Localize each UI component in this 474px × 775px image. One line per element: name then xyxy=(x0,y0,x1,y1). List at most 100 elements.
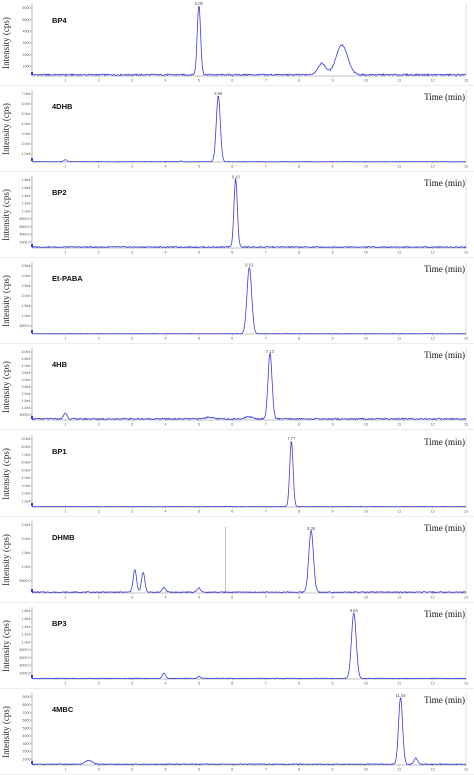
compound-label: BP2 xyxy=(52,188,67,197)
y-tick-label: 7.0e4 xyxy=(22,453,31,457)
y-tick-label: 8000 xyxy=(23,703,31,707)
y-tick-label: 3.5e4 xyxy=(22,371,31,375)
x-tick-label: 2 xyxy=(98,423,100,427)
x-tick-label: 12 xyxy=(431,768,435,772)
y-tick-label: 1.0e4 xyxy=(22,640,31,644)
x-tick-label: 4 xyxy=(165,251,167,255)
x-axis-label: Time (min) xyxy=(424,523,465,533)
y-tick-label: 5.0e4 xyxy=(22,468,31,472)
x-tick-label: 5 xyxy=(198,165,200,169)
x-tick-label: 8 xyxy=(298,423,300,427)
x-tick-label: 13 xyxy=(464,682,468,686)
x-tick-label: 10 xyxy=(364,423,368,427)
y-tick-label: 8.0e4 xyxy=(22,445,31,449)
peak-rt-label: 5.00 xyxy=(195,1,204,6)
y-tick-label: 5.0e4 xyxy=(22,350,31,354)
x-tick-label: 10 xyxy=(364,768,368,772)
peak-rt-label: 7.13 xyxy=(266,349,275,354)
x-tick-label: 13 xyxy=(464,423,468,427)
axis-marker xyxy=(31,675,33,678)
x-tick-label: 4 xyxy=(165,768,167,772)
chromatogram-trace xyxy=(31,529,467,594)
y-tick-label: 5000.0 xyxy=(20,324,31,328)
x-tick-label: 10 xyxy=(364,682,368,686)
y-tick-label: 1.2e4 xyxy=(22,633,31,637)
peak-rt-label: 7.77 xyxy=(287,436,296,441)
x-tick-label: 1 xyxy=(64,337,66,341)
x-tick-label: 11 xyxy=(397,682,401,686)
y-tick-label: 3000 xyxy=(23,41,31,45)
axis-marker xyxy=(31,503,33,506)
y-tick-label: 6000.0 xyxy=(20,656,31,660)
x-tick-label: 2 xyxy=(98,682,100,686)
y-tick-label: 1.4e4 xyxy=(22,194,31,198)
x-tick-label: 5 xyxy=(198,423,200,427)
chromatogram-trace xyxy=(31,697,467,766)
x-tick-label: 10 xyxy=(364,510,368,514)
y-tick-label: 6.0e4 xyxy=(22,461,31,465)
x-tick-label: 11 xyxy=(397,423,401,427)
y-axis-label: Intensity (cps) xyxy=(1,448,11,500)
x-tick-label: 5 xyxy=(198,768,200,772)
chromatogram-trace xyxy=(31,95,467,163)
y-tick-label: 8000.0 xyxy=(20,217,31,221)
y-axis-label: Intensity (cps) xyxy=(1,620,11,672)
y-axis-label: Intensity (cps) xyxy=(1,534,11,586)
axis-marker xyxy=(31,158,33,161)
x-tick-label: 4 xyxy=(165,165,167,169)
peak-rt-label: 6.51 xyxy=(245,262,254,267)
axis-marker xyxy=(31,244,33,247)
x-tick-label: 6 xyxy=(231,251,233,255)
y-tick-label: 1.5e4 xyxy=(22,304,31,308)
x-tick-label: 11 xyxy=(397,510,401,514)
y-tick-label: 2.5e4 xyxy=(22,385,31,389)
y-tick-label: 2.0e4 xyxy=(22,142,31,146)
y-tick-label: 2.0e4 xyxy=(22,392,31,396)
x-tick-label: 13 xyxy=(464,510,468,514)
y-tick-label: 5000 xyxy=(23,18,31,22)
x-tick-label: 10 xyxy=(364,251,368,255)
y-tick-label: 1.5e4 xyxy=(22,399,31,403)
y-tick-label: 3.0e4 xyxy=(22,274,31,278)
x-axis-label: Time (min) xyxy=(424,264,465,274)
chromatogram-panel-bp3: 1.8e4 1.6e4 1.4e4 1.2e4 1.0e4 8000.0 6000.0 400… xyxy=(0,607,474,689)
x-tick-label: 9 xyxy=(331,423,333,427)
x-tick-label: 10 xyxy=(364,79,368,83)
x-axis-label: Time (min) xyxy=(424,695,465,705)
y-tick-label: 9000 xyxy=(23,695,31,699)
y-tick-label: 1.0e4 xyxy=(22,406,31,410)
y-tick-label: 4.0e4 xyxy=(22,122,31,126)
x-tick-label: 2 xyxy=(98,79,100,83)
y-tick-label: 5.0e4 xyxy=(22,112,31,116)
x-tick-label: 7 xyxy=(265,768,267,772)
x-tick-label: 4 xyxy=(165,510,167,514)
y-tick-label: 1.5e4 xyxy=(22,551,31,555)
compound-label: DHMB xyxy=(52,533,75,542)
chromatogram-panel-bp1: 9.0e4 8.0e4 7.0e4 6.0e4 5.0e4 4.0e4 3.0e4 2.0e4… xyxy=(0,435,474,517)
x-tick-label: 1 xyxy=(64,510,66,514)
y-tick-label: 2.5e4 xyxy=(22,523,31,527)
x-tick-label: 4 xyxy=(165,337,167,341)
x-tick-label: 7 xyxy=(265,682,267,686)
x-tick-label: 1 xyxy=(64,596,66,600)
x-axis-label: Time (min) xyxy=(424,437,465,447)
x-tick-label: 11 xyxy=(397,596,401,600)
y-tick-label: 5000 xyxy=(23,726,31,730)
x-tick-label: 4 xyxy=(165,596,167,600)
x-tick-label: 12 xyxy=(431,423,435,427)
x-tick-label: 6 xyxy=(231,423,233,427)
x-tick-label: 7 xyxy=(265,423,267,427)
x-tick-label: 12 xyxy=(431,79,435,83)
y-tick-label: 3.5e4 xyxy=(22,264,31,268)
x-tick-label: 4 xyxy=(165,423,167,427)
x-tick-label: 13 xyxy=(464,337,468,341)
x-tick-label: 5 xyxy=(198,596,200,600)
x-tick-label: 9 xyxy=(331,165,333,169)
y-tick-label: 4000.0 xyxy=(20,664,31,668)
x-tick-label: 13 xyxy=(464,596,468,600)
